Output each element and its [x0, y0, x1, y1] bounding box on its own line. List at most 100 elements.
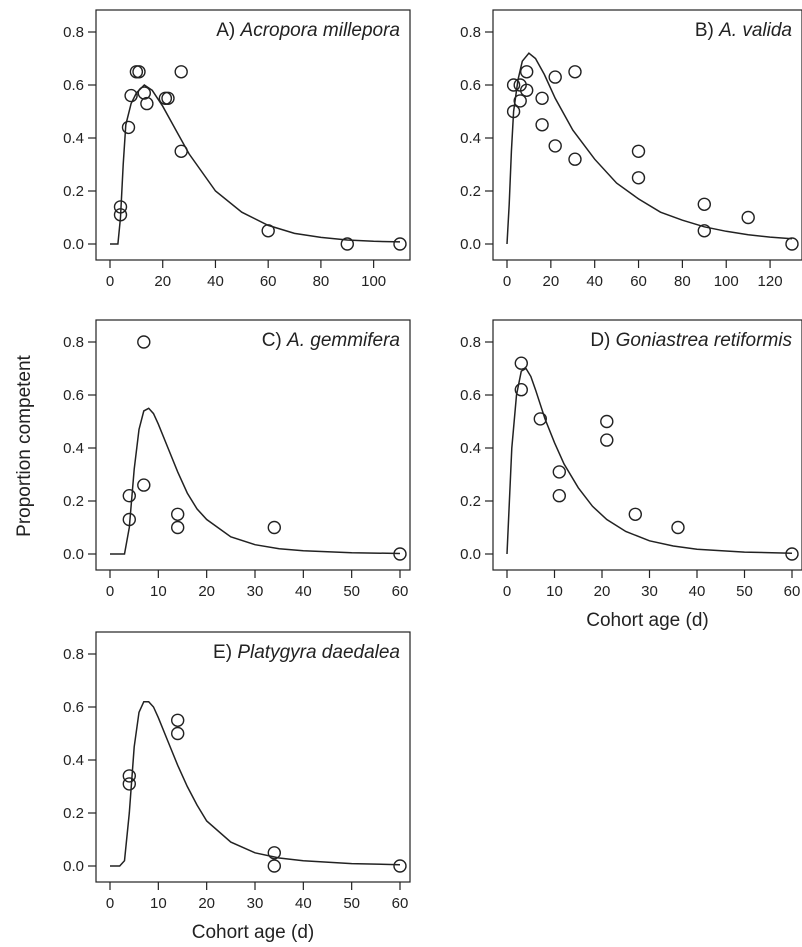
y-tick-label: 0.0: [63, 858, 84, 875]
data-point: [628, 507, 642, 521]
data-point: [267, 859, 281, 873]
x-tick-label: 40: [586, 273, 603, 290]
data-point: [600, 414, 614, 429]
x-tick-label: 50: [736, 583, 753, 600]
y-tick-label: 0.4: [460, 440, 481, 457]
data-point: [697, 224, 711, 238]
panel-e: 0.0 0.2 0.4 0.6 0.8 0 10 20 30 40 50 60 E) Platygyra…: [63, 631, 411, 943]
plot-frame: [95, 319, 411, 571]
y-tick-label: 0.6: [63, 699, 84, 716]
data-point: [132, 65, 146, 79]
y-tick-label: 0.6: [460, 387, 481, 404]
x-axis-title: Cohort age (d): [192, 922, 315, 943]
panel-letter: B): [695, 20, 719, 41]
y-tick-label: 0.2: [460, 493, 481, 510]
fit-curve: [110, 84, 401, 245]
species-name: A. valida: [718, 20, 792, 41]
panel-title: C) A. gemmifera: [262, 330, 400, 351]
y-tick-label: 0.2: [63, 805, 84, 822]
data-point: [129, 65, 144, 79]
panel-d: 0.0 0.2 0.4 0.6 0.8 0 10 20 30 40 50 60 D) Goniastre…: [460, 319, 802, 631]
data-point: [122, 777, 137, 791]
plot-frame: [95, 9, 411, 261]
x-tick-label: 30: [641, 583, 658, 600]
x-tick-label: 80: [313, 273, 330, 290]
data-point: [535, 118, 549, 132]
data-point: [520, 65, 534, 79]
y-tick-label: 0.2: [460, 183, 481, 200]
x-tick-label: 100: [361, 273, 386, 290]
y-tick-label: 0.8: [63, 646, 84, 663]
data-point: [697, 197, 711, 212]
panel-title: B) A. valida: [695, 20, 792, 41]
x-tick-label: 40: [295, 583, 312, 600]
panel-b: 0.0 0.2 0.4 0.6 0.8 0 20 40 60 80 100 120 B) A. vali…: [460, 9, 802, 290]
data-point: [137, 335, 151, 349]
data-point: [393, 859, 407, 873]
data-point: [137, 86, 152, 100]
x-tick-label: 60: [392, 583, 409, 600]
data-point: [113, 208, 128, 222]
y-tick-label: 0.8: [63, 24, 84, 41]
data-point: [514, 356, 528, 370]
species-name: Acropora millepora: [240, 20, 400, 41]
x-axis-title: Cohort age (d): [586, 610, 709, 631]
y-tick-label: 0.0: [460, 546, 481, 563]
y-tick-label: 0.0: [460, 236, 481, 253]
data-point: [600, 433, 614, 447]
data-point: [535, 91, 549, 106]
plot-frame: [492, 319, 802, 571]
x-tick-label: 0: [503, 583, 511, 600]
panel-letter: D): [590, 330, 615, 351]
data-point: [140, 96, 154, 111]
data-point: [113, 200, 128, 214]
panel-a: 0.0 0.2 0.4 0.6 0.8 0 20 40 60 80 100 A) Acropora m…: [63, 9, 411, 290]
panel-letter: C): [262, 330, 287, 351]
data-point: [158, 91, 173, 106]
data-point: [552, 465, 566, 479]
data-point: [261, 224, 275, 238]
x-tick-label: 30: [247, 583, 264, 600]
y-tick-label: 0.4: [63, 440, 84, 457]
species-name: A. gemmifera: [286, 330, 400, 351]
data-point: [520, 83, 534, 98]
data-point: [122, 512, 137, 527]
y-tick-label: 0.4: [460, 130, 481, 147]
data-point: [137, 478, 151, 492]
data-point: [170, 507, 185, 521]
fit-curve: [110, 700, 401, 867]
y-tick-label: 0.6: [63, 77, 84, 94]
data-point: [506, 104, 521, 119]
data-point: [514, 383, 528, 397]
x-tick-label: 60: [392, 895, 409, 912]
data-point: [785, 237, 799, 251]
panel-c: 0.0 0.2 0.4 0.6 0.8 0 10 20 30 40 50 60 C) A. gemmif…: [63, 319, 411, 600]
y-tick-label: 0.4: [63, 752, 84, 769]
data-point: [267, 520, 281, 535]
y-tick-label: 0.0: [63, 236, 84, 253]
y-axis-title: Proportion competent: [14, 354, 35, 536]
plot-frame: [95, 631, 411, 883]
data-point: [631, 144, 646, 159]
species-name: Goniastrea retiformis: [616, 330, 793, 351]
data-point: [506, 78, 521, 92]
x-tick-label: 20: [198, 895, 215, 912]
x-tick-label: 50: [343, 895, 360, 912]
data-point: [122, 769, 137, 783]
data-point: [170, 726, 185, 741]
x-tick-label: 100: [714, 273, 739, 290]
y-tick-label: 0.2: [63, 493, 84, 510]
y-tick-label: 0.0: [63, 546, 84, 563]
data-point: [161, 91, 175, 106]
data-point: [174, 144, 188, 159]
species-name: Platygyra daedalea: [237, 642, 400, 663]
panel-title: E) Platygyra daedalea: [213, 642, 400, 663]
x-tick-label: 0: [106, 583, 114, 600]
x-tick-label: 0: [106, 895, 114, 912]
data-point: [533, 412, 547, 426]
data-point: [340, 237, 354, 251]
y-tick-label: 0.8: [460, 334, 481, 351]
x-tick-label: 10: [150, 583, 167, 600]
